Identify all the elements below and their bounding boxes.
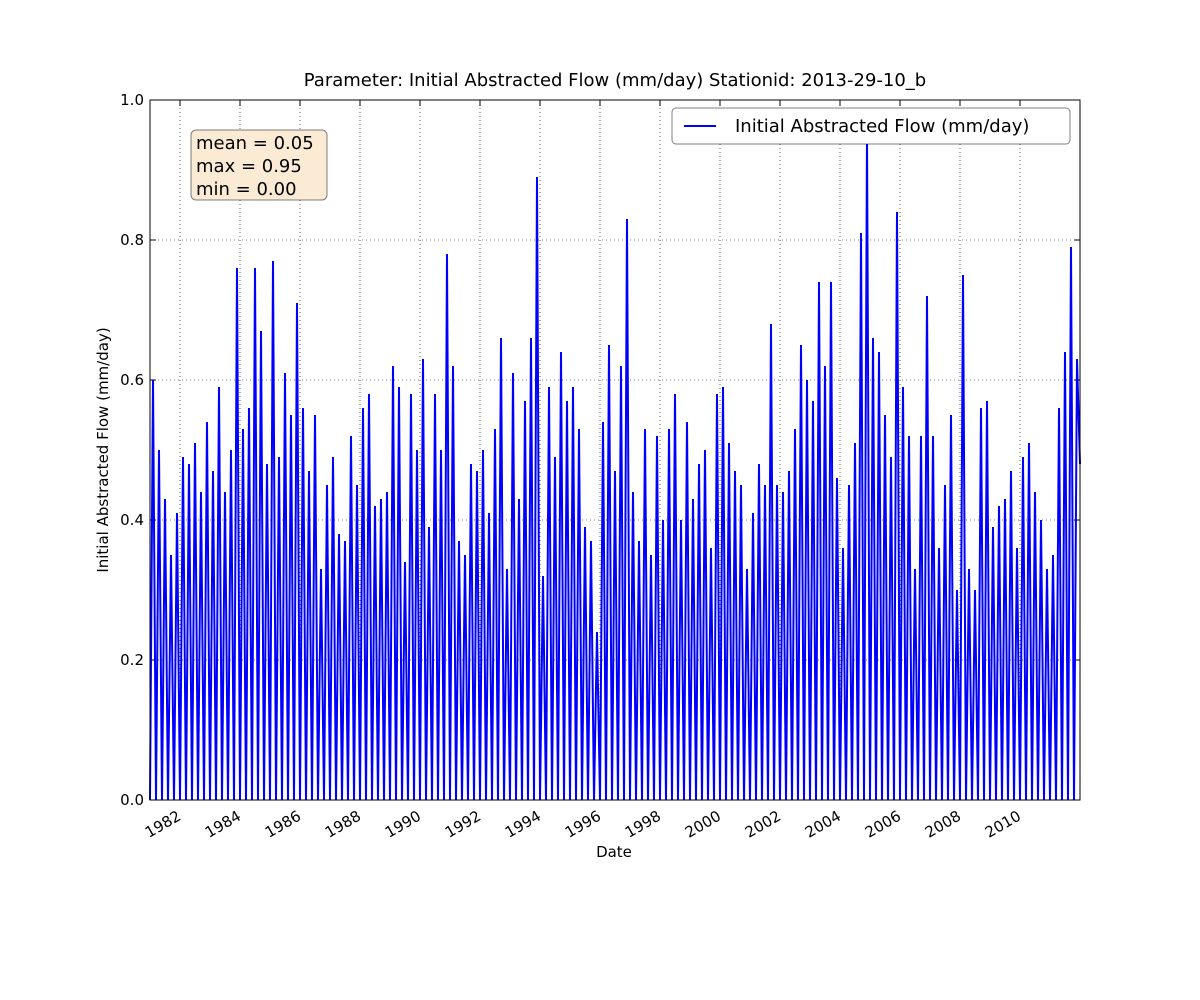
annotation-box	[190, 129, 328, 201]
y-tick-label: 0.8	[120, 231, 144, 249]
legend-box	[671, 107, 1071, 145]
annotation: mean = 0.05	[196, 133, 314, 154]
y-tick-label: 0.4	[120, 511, 144, 529]
y-tick-label: 0.6	[120, 371, 144, 389]
y-tick-label: 1.0	[120, 91, 144, 109]
y-axis-label: Initial Abstracted Flow (mm/day)	[94, 327, 112, 572]
annotation: min = 0.00	[196, 179, 297, 200]
annotation: max = 0.95	[196, 156, 302, 177]
x-axis-label: Date	[596, 843, 632, 861]
chart-title: Parameter: Initial Abstracted Flow (mm/d…	[304, 70, 927, 91]
legend-label: Initial Abstracted Flow (mm/day)	[735, 116, 1029, 137]
y-tick-label: 0.2	[120, 651, 144, 669]
y-tick-label: 0.0	[120, 791, 144, 809]
data-line	[149, 134, 1081, 801]
plot-frame	[149, 99, 1081, 801]
